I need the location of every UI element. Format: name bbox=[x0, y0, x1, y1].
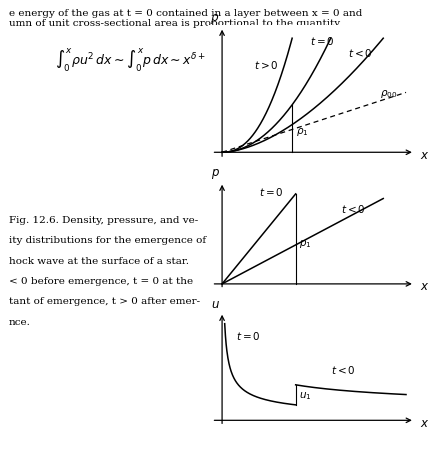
Text: $\rho$: $\rho$ bbox=[210, 12, 220, 25]
Text: Fig. 12.6. Density, pressure, and ve-: Fig. 12.6. Density, pressure, and ve- bbox=[9, 215, 198, 224]
Text: $t=0$: $t=0$ bbox=[259, 185, 284, 197]
Text: e energy of the gas at t = 0 contained in a layer between x = 0 and: e energy of the gas at t = 0 contained i… bbox=[9, 9, 362, 18]
Text: $t<0$: $t<0$ bbox=[341, 202, 366, 214]
Text: $x$: $x$ bbox=[420, 416, 429, 429]
Text: $p_1$: $p_1$ bbox=[299, 238, 312, 250]
Text: < 0 before emergence, t = 0 at the: < 0 before emergence, t = 0 at the bbox=[9, 276, 193, 285]
Text: hock wave at the surface of a star.: hock wave at the surface of a star. bbox=[9, 256, 189, 265]
Text: $p$: $p$ bbox=[211, 167, 220, 181]
Text: $x$: $x$ bbox=[420, 280, 429, 293]
Text: $t<0$: $t<0$ bbox=[331, 363, 355, 375]
Text: $t<0$: $t<0$ bbox=[348, 47, 373, 59]
Text: nce.: nce. bbox=[9, 317, 30, 326]
Text: $t=0$: $t=0$ bbox=[236, 330, 261, 342]
Text: $t>0$: $t>0$ bbox=[254, 59, 278, 71]
Text: $t=0$: $t=0$ bbox=[310, 35, 334, 47]
Text: $\rho_1$: $\rho_1$ bbox=[296, 125, 308, 138]
Text: $x$: $x$ bbox=[420, 149, 429, 162]
Text: $u$: $u$ bbox=[211, 297, 220, 310]
Text: tant of emergence, t > 0 after emer-: tant of emergence, t > 0 after emer- bbox=[9, 297, 200, 306]
Text: $\int_0^x \rho u^2\, dx \sim \int_0^x p\, dx \sim x^{\delta+1-2(1-\alpha)/\alpha: $\int_0^x \rho u^2\, dx \sim \int_0^x p\… bbox=[55, 47, 271, 74]
Text: umn of unit cross-sectional area is proportional to the quantity: umn of unit cross-sectional area is prop… bbox=[9, 19, 340, 28]
Text: $\rho_{00}$: $\rho_{00}$ bbox=[380, 88, 397, 100]
Text: ity distributions for the emergence of: ity distributions for the emergence of bbox=[9, 236, 205, 244]
Text: $u_1$: $u_1$ bbox=[299, 389, 312, 401]
